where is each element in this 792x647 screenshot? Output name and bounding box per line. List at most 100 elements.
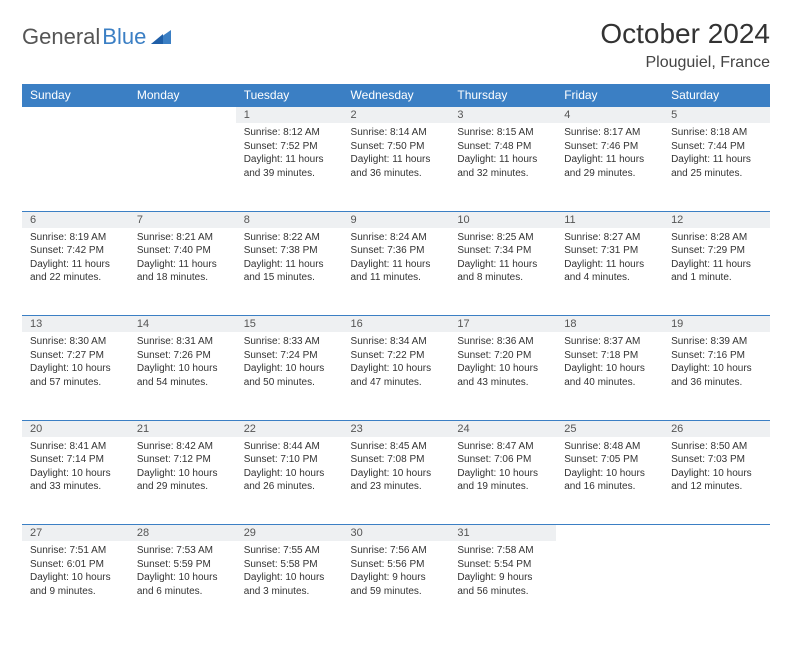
sunrise-line: Sunrise: 7:58 AM <box>457 544 548 558</box>
sunrise-line: Sunrise: 8:25 AM <box>457 231 548 245</box>
day-number-cell: 8 <box>236 211 343 228</box>
day-number-cell: 5 <box>663 107 770 124</box>
content-row: Sunrise: 8:41 AMSunset: 7:14 PMDaylight:… <box>22 437 770 525</box>
day-number-cell: 9 <box>343 211 450 228</box>
daynum-row: 20212223242526 <box>22 420 770 437</box>
sunrise-line: Sunrise: 7:53 AM <box>137 544 228 558</box>
daylight-line: Daylight: 10 hours and 23 minutes. <box>351 467 442 494</box>
sunset-line: Sunset: 7:27 PM <box>30 349 121 363</box>
sunset-line: Sunset: 6:01 PM <box>30 558 121 572</box>
daylight-line: Daylight: 10 hours and 29 minutes. <box>137 467 228 494</box>
sunrise-line: Sunrise: 8:41 AM <box>30 440 121 454</box>
daylight-line: Daylight: 10 hours and 9 minutes. <box>30 571 121 598</box>
daylight-line: Daylight: 11 hours and 1 minute. <box>671 258 762 285</box>
daylight-line: Daylight: 10 hours and 54 minutes. <box>137 362 228 389</box>
sunrise-line: Sunrise: 7:56 AM <box>351 544 442 558</box>
day-content-cell <box>663 541 770 629</box>
sunrise-line: Sunrise: 7:51 AM <box>30 544 121 558</box>
sunset-line: Sunset: 5:56 PM <box>351 558 442 572</box>
daylight-line: Daylight: 10 hours and 40 minutes. <box>564 362 655 389</box>
sunrise-line: Sunrise: 8:28 AM <box>671 231 762 245</box>
sunrise-line: Sunrise: 8:27 AM <box>564 231 655 245</box>
daynum-row: 12345 <box>22 107 770 124</box>
day-content-cell: Sunrise: 8:45 AMSunset: 7:08 PMDaylight:… <box>343 437 450 525</box>
sunset-line: Sunset: 7:50 PM <box>351 140 442 154</box>
day-content-cell: Sunrise: 8:24 AMSunset: 7:36 PMDaylight:… <box>343 228 450 316</box>
day-number-cell: 14 <box>129 316 236 333</box>
sunset-line: Sunset: 7:06 PM <box>457 453 548 467</box>
day-number-cell: 20 <box>22 420 129 437</box>
sunset-line: Sunset: 7:26 PM <box>137 349 228 363</box>
sunrise-line: Sunrise: 8:14 AM <box>351 126 442 140</box>
sunset-line: Sunset: 5:58 PM <box>244 558 335 572</box>
day-number-cell: 11 <box>556 211 663 228</box>
day-content-cell: Sunrise: 8:19 AMSunset: 7:42 PMDaylight:… <box>22 228 129 316</box>
day-number-cell: 18 <box>556 316 663 333</box>
sunrise-line: Sunrise: 8:15 AM <box>457 126 548 140</box>
daylight-line: Daylight: 10 hours and 26 minutes. <box>244 467 335 494</box>
daylight-line: Daylight: 11 hours and 15 minutes. <box>244 258 335 285</box>
sunset-line: Sunset: 5:54 PM <box>457 558 548 572</box>
sunset-line: Sunset: 7:20 PM <box>457 349 548 363</box>
day-number-cell: 2 <box>343 107 450 124</box>
day-number-cell: 17 <box>449 316 556 333</box>
day-header: Wednesday <box>343 84 450 107</box>
sunrise-line: Sunrise: 8:39 AM <box>671 335 762 349</box>
content-row: Sunrise: 8:30 AMSunset: 7:27 PMDaylight:… <box>22 332 770 420</box>
day-number-cell: 23 <box>343 420 450 437</box>
day-number-cell: 19 <box>663 316 770 333</box>
daylight-line: Daylight: 10 hours and 16 minutes. <box>564 467 655 494</box>
sunrise-line: Sunrise: 8:37 AM <box>564 335 655 349</box>
day-content-cell: Sunrise: 8:27 AMSunset: 7:31 PMDaylight:… <box>556 228 663 316</box>
daylight-line: Daylight: 10 hours and 6 minutes. <box>137 571 228 598</box>
sunrise-line: Sunrise: 8:21 AM <box>137 231 228 245</box>
content-row: Sunrise: 8:19 AMSunset: 7:42 PMDaylight:… <box>22 228 770 316</box>
sunset-line: Sunset: 7:31 PM <box>564 244 655 258</box>
day-header: Monday <box>129 84 236 107</box>
daylight-line: Daylight: 10 hours and 57 minutes. <box>30 362 121 389</box>
day-content-cell: Sunrise: 8:33 AMSunset: 7:24 PMDaylight:… <box>236 332 343 420</box>
day-number-cell: 7 <box>129 211 236 228</box>
sunrise-line: Sunrise: 8:48 AM <box>564 440 655 454</box>
day-content-cell: Sunrise: 8:14 AMSunset: 7:50 PMDaylight:… <box>343 123 450 211</box>
sunset-line: Sunset: 7:46 PM <box>564 140 655 154</box>
sunset-line: Sunset: 7:05 PM <box>564 453 655 467</box>
day-content-cell: Sunrise: 8:48 AMSunset: 7:05 PMDaylight:… <box>556 437 663 525</box>
sunset-line: Sunset: 7:38 PM <box>244 244 335 258</box>
day-number-cell: 21 <box>129 420 236 437</box>
day-number-cell: 16 <box>343 316 450 333</box>
sunset-line: Sunset: 7:12 PM <box>137 453 228 467</box>
sunset-line: Sunset: 7:44 PM <box>671 140 762 154</box>
month-title: October 2024 <box>600 18 770 50</box>
day-content-cell: Sunrise: 8:41 AMSunset: 7:14 PMDaylight:… <box>22 437 129 525</box>
day-content-cell: Sunrise: 7:51 AMSunset: 6:01 PMDaylight:… <box>22 541 129 629</box>
daylight-line: Daylight: 11 hours and 4 minutes. <box>564 258 655 285</box>
sunset-line: Sunset: 7:24 PM <box>244 349 335 363</box>
day-content-cell: Sunrise: 8:36 AMSunset: 7:20 PMDaylight:… <box>449 332 556 420</box>
day-header: Thursday <box>449 84 556 107</box>
day-content-cell: Sunrise: 8:50 AMSunset: 7:03 PMDaylight:… <box>663 437 770 525</box>
daylight-line: Daylight: 10 hours and 47 minutes. <box>351 362 442 389</box>
day-content-cell: Sunrise: 8:39 AMSunset: 7:16 PMDaylight:… <box>663 332 770 420</box>
daynum-row: 13141516171819 <box>22 316 770 333</box>
day-content-cell: Sunrise: 7:55 AMSunset: 5:58 PMDaylight:… <box>236 541 343 629</box>
sunset-line: Sunset: 7:16 PM <box>671 349 762 363</box>
sunset-line: Sunset: 7:36 PM <box>351 244 442 258</box>
sunrise-line: Sunrise: 8:44 AM <box>244 440 335 454</box>
sunrise-line: Sunrise: 8:42 AM <box>137 440 228 454</box>
sunset-line: Sunset: 7:10 PM <box>244 453 335 467</box>
sunrise-line: Sunrise: 8:34 AM <box>351 335 442 349</box>
day-header: Tuesday <box>236 84 343 107</box>
sunset-line: Sunset: 7:40 PM <box>137 244 228 258</box>
day-number-cell <box>22 107 129 124</box>
day-number-cell <box>663 525 770 542</box>
sunset-line: Sunset: 7:52 PM <box>244 140 335 154</box>
sunset-line: Sunset: 5:59 PM <box>137 558 228 572</box>
day-number-cell: 30 <box>343 525 450 542</box>
content-row: Sunrise: 8:12 AMSunset: 7:52 PMDaylight:… <box>22 123 770 211</box>
day-content-cell: Sunrise: 7:58 AMSunset: 5:54 PMDaylight:… <box>449 541 556 629</box>
day-header: Saturday <box>663 84 770 107</box>
day-number-cell: 24 <box>449 420 556 437</box>
sunrise-line: Sunrise: 8:12 AM <box>244 126 335 140</box>
day-number-cell: 13 <box>22 316 129 333</box>
